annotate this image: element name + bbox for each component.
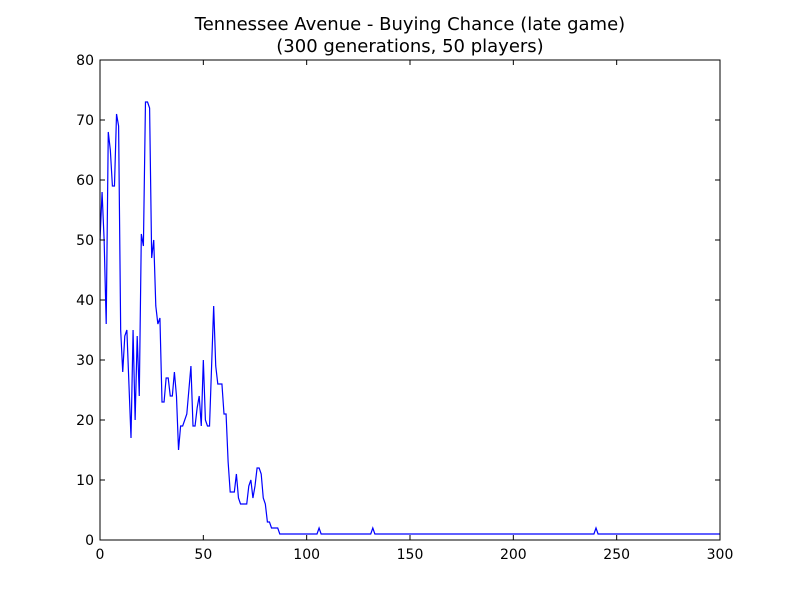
x-tick-label: 0	[96, 547, 105, 563]
chart-subtitle: (300 generations, 50 players)	[276, 36, 543, 57]
series-line-1	[99, 101, 720, 535]
x-tick-label: 300	[707, 547, 734, 563]
plot-area	[99, 101, 720, 535]
y-tick-label: 20	[76, 413, 94, 429]
y-tick-label: 80	[76, 53, 94, 69]
y-tick-label: 40	[76, 293, 94, 309]
x-tick-label: 50	[194, 547, 212, 563]
axis-ticks: 0 50 100 150 200 250 300 0 10 20 30 40 50 60 70 80	[76, 53, 733, 563]
y-tick-label: 70	[76, 113, 94, 129]
y-tick-label: 50	[76, 233, 94, 249]
x-tick-label: 150	[397, 547, 424, 563]
x-tick-label: 100	[293, 547, 320, 563]
x-tick-label: 250	[603, 547, 630, 563]
chart-title: Tennessee Avenue - Buying Chance (late g…	[194, 14, 625, 35]
y-tick-label: 0	[85, 533, 94, 549]
y-tick-label: 10	[76, 473, 94, 489]
y-tick-label: 60	[76, 173, 94, 189]
x-tick-label: 200	[500, 547, 527, 563]
y-tick-label: 30	[76, 353, 94, 369]
